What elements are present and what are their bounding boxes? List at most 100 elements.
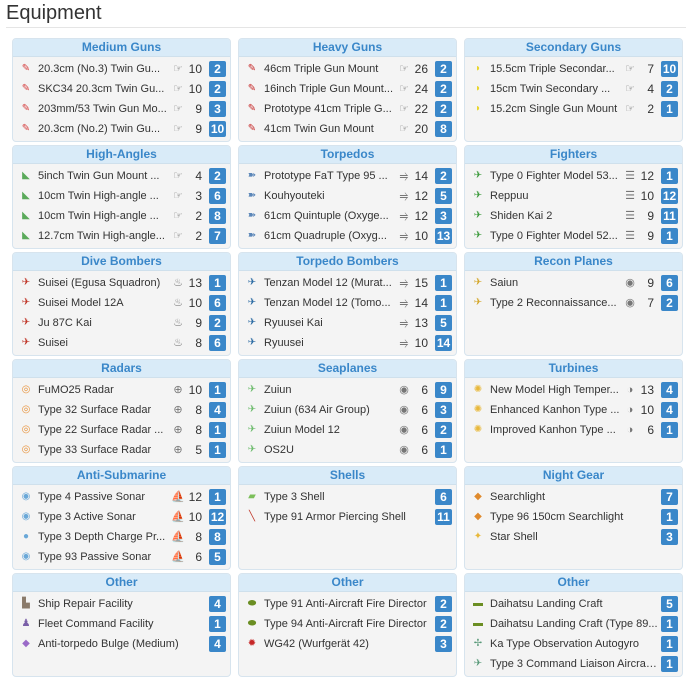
equipment-row[interactable]: ✎ SKC34 20.3cm Twin Gu... ☞ 10 2 xyxy=(13,79,230,99)
equipment-stat: 6 xyxy=(647,423,654,437)
equipment-row[interactable]: ✎ 41cm Twin Gun Mount ☞ 20 8 xyxy=(239,119,456,139)
equipment-stat: 26 xyxy=(414,62,428,76)
equipment-row[interactable]: ⬬ Type 94 Anti-Aircraft Fire Director 2 xyxy=(239,614,456,634)
firepower-icon: ☞ xyxy=(625,63,635,75)
equipment-row[interactable]: ✈ Tenzan Model 12 (Murat... ⥤ 15 1 xyxy=(239,273,456,293)
equipment-count-badge: 12 xyxy=(661,188,678,204)
equipment-row[interactable]: ✺ Improved Kanhon Type ... ◑ 6 1 xyxy=(465,420,682,440)
equipment-count-badge: 14 xyxy=(435,335,452,351)
panel-body: ▬ Daihatsu Landing Craft 5 ▬ Daihatsu Landin… xyxy=(465,592,682,674)
equipment-row[interactable]: ◗ 15cm Twin Secondary ... ☞ 4 2 xyxy=(465,79,682,99)
equipment-row[interactable]: ✈ Suisei ♨ 8 6 xyxy=(13,333,230,353)
equipment-row[interactable]: ➽ Prototype FaT Type 95 ... ⥤ 14 2 xyxy=(239,166,456,186)
equipment-row[interactable]: ▙ Ship Repair Facility 4 xyxy=(13,594,230,614)
equipment-row[interactable]: ✈ OS2U ◉ 6 1 xyxy=(239,440,456,460)
equipment-row[interactable]: ✎ 46cm Triple Gun Mount ☞ 26 2 xyxy=(239,59,456,79)
equipment-row[interactable]: ✈ Ju 87C Kai ♨ 9 2 xyxy=(13,313,230,333)
equipment-name: 15.5cm Triple Secondar... xyxy=(490,63,615,75)
equipment-row[interactable]: ✈ Suisei (Egusa Squadron) ♨ 13 1 xyxy=(13,273,230,293)
equipment-count-badge: 2 xyxy=(209,168,226,184)
equipment-row[interactable]: ◎ Type 32 Surface Radar ⊕ 8 4 xyxy=(13,400,230,420)
equipment-row[interactable]: ● Type 3 Depth Charge Pr... ⛵ 8 8 xyxy=(13,527,230,547)
equipment-row[interactable]: ➽ 61cm Quadruple (Oxyg... ⥤ 10 13 xyxy=(239,226,456,246)
equipment-row[interactable]: ◎ Type 22 Surface Radar ... ⊕ 8 1 xyxy=(13,420,230,440)
dive-bomber-icon: ✈ xyxy=(21,277,31,288)
equipment-row[interactable]: ✺ New Model High Temper... ◑ 13 4 xyxy=(465,380,682,400)
page-title: Equipment xyxy=(6,2,102,24)
equipment-count-badge: 13 xyxy=(435,228,452,244)
equipment-name: Anti-torpedo Bulge (Medium) xyxy=(38,638,179,650)
equipment-row[interactable]: ✢ Ka Type Observation Autogyro 1 xyxy=(465,634,682,654)
equipment-panel: High-Angles ◣ 5inch Twin Gun Mount ... ☞ 4 2 ◣… xyxy=(12,145,231,249)
equipment-name: Fleet Command Facility xyxy=(38,618,154,630)
equipment-name: Tenzan Model 12 (Tomo... xyxy=(264,297,391,309)
equipment-row[interactable]: ◣ 10cm Twin High-angle ... ☞ 3 6 xyxy=(13,186,230,206)
equipment-row[interactable]: ⬬ Type 91 Anti-Aircraft Fire Director 2 xyxy=(239,594,456,614)
equipment-row[interactable]: ✈ Suisei Model 12A ♨ 10 6 xyxy=(13,293,230,313)
equipment-row[interactable]: ✎ 203mm/53 Twin Gun Mo... ☞ 9 3 xyxy=(13,99,230,119)
equipment-row[interactable]: ╲ Type 91 Armor Piercing Shell 11 xyxy=(239,507,456,527)
equipment-stat: 8 xyxy=(195,336,202,350)
equipment-row[interactable]: ✈ Type 0 Fighter Model 52... ☰ 9 1 xyxy=(465,226,682,246)
equipment-row[interactable]: ✦ Star Shell 3 xyxy=(465,527,682,547)
equipment-row[interactable]: ✈ Reppuu ☰ 10 12 xyxy=(465,186,682,206)
equipment-count-badge: 4 xyxy=(209,402,226,418)
equipment-row[interactable]: ✈ Type 2 Reconnaissance... ◉ 7 2 xyxy=(465,293,682,313)
equipment-row[interactable]: ✈ Ryuusei Kai ⥤ 13 5 xyxy=(239,313,456,333)
equipment-row[interactable]: ◗ 15.5cm Triple Secondar... ☞ 7 10 xyxy=(465,59,682,79)
equipment-name: Ryuusei xyxy=(264,337,304,349)
landing-craft-icon: ▬ xyxy=(473,598,483,609)
equipment-row[interactable]: ◎ Type 33 Surface Radar ⊕ 5 1 xyxy=(13,440,230,460)
equipment-row[interactable]: ◗ 15.2cm Single Gun Mount ☞ 2 1 xyxy=(465,99,682,119)
equipment-row[interactable]: ✎ 20.3cm (No.2) Twin Gu... ☞ 9 10 xyxy=(13,119,230,139)
equipment-row[interactable]: ✈ Saiun ◉ 9 6 xyxy=(465,273,682,293)
equipment-panel: Secondary Guns ◗ 15.5cm Triple Secondar...… xyxy=(464,38,683,142)
equipment-row[interactable]: ◣ 12.7cm Twin High-angle... ☞ 2 7 xyxy=(13,226,230,246)
equipment-row[interactable]: ◉ Type 3 Active Sonar ⛵ 10 12 xyxy=(13,507,230,527)
equipment-row[interactable]: ✈ Type 3 Command Liaison Aircraf... 1 xyxy=(465,654,682,674)
equipment-name: 5inch Twin Gun Mount ... xyxy=(38,170,160,182)
equipment-stat: 10 xyxy=(414,229,428,243)
equipment-row[interactable]: ◆ Searchlight 7 xyxy=(465,487,682,507)
equipment-row[interactable]: ✹ WG42 (Wurfgerät 42) 3 xyxy=(239,634,456,654)
equipment-row[interactable]: ✈ Zuiun Model 12 ◉ 6 2 xyxy=(239,420,456,440)
equipment-row[interactable]: ♟ Fleet Command Facility 1 xyxy=(13,614,230,634)
equipment-row[interactable]: ◣ 10cm Twin High-angle ... ☞ 2 8 xyxy=(13,206,230,226)
medium-gun-icon: ✎ xyxy=(21,103,31,114)
equipment-row[interactable]: ✈ Ryuusei ⥤ 10 14 xyxy=(239,333,456,353)
equipment-row[interactable]: ➽ Kouhyouteki ⥤ 12 5 xyxy=(239,186,456,206)
equipment-count-badge: 1 xyxy=(661,656,678,672)
equipment-row[interactable]: ▬ Daihatsu Landing Craft (Type 89... 1 xyxy=(465,614,682,634)
equipment-row[interactable]: ▰ Type 3 Shell 6 xyxy=(239,487,456,507)
equipment-row[interactable]: ✎ 16inch Triple Gun Mount... ☞ 24 2 xyxy=(239,79,456,99)
equipment-row[interactable]: ➽ 61cm Quintuple (Oxyge... ⥤ 12 3 xyxy=(239,206,456,226)
equipment-row[interactable]: ◉ Type 93 Passive Sonar ⛵ 6 5 xyxy=(13,547,230,567)
equipment-row[interactable]: ✎ Prototype 41cm Triple G... ☞ 22 2 xyxy=(239,99,456,119)
equipment-row[interactable]: ✎ 20.3cm (No.3) Twin Gu... ☞ 10 2 xyxy=(13,59,230,79)
equipment-name: 41cm Twin Gun Mount xyxy=(264,123,374,135)
searchlight-icon: ◆ xyxy=(474,511,482,522)
equipment-row[interactable]: ◎ FuMO25 Radar ⊕ 10 1 xyxy=(13,380,230,400)
equipment-count-badge: 12 xyxy=(209,509,226,525)
equipment-row[interactable]: ◆ Anti-torpedo Bulge (Medium) 4 xyxy=(13,634,230,654)
equipment-count-badge: 1 xyxy=(661,636,678,652)
equipment-row[interactable]: ▬ Daihatsu Landing Craft 5 xyxy=(465,594,682,614)
equipment-row[interactable]: ✈ Tenzan Model 12 (Tomo... ⥤ 14 1 xyxy=(239,293,456,313)
equipment-row[interactable]: ✈ Zuiun (634 Air Group) ◉ 6 3 xyxy=(239,400,456,420)
equipment-row[interactable]: ◣ 5inch Twin Gun Mount ... ☞ 4 2 xyxy=(13,166,230,186)
equipment-row[interactable]: ✈ Shiden Kai 2 ☰ 9 11 xyxy=(465,206,682,226)
equipment-count-badge: 6 xyxy=(661,275,678,291)
equipment-name: Searchlight xyxy=(490,491,546,503)
equipment-row[interactable]: ✈ Type 0 Fighter Model 53... ☰ 12 1 xyxy=(465,166,682,186)
equipment-row[interactable]: ◆ Type 96 150cm Searchlight 1 xyxy=(465,507,682,527)
equipment-row[interactable]: ◉ Type 4 Passive Sonar ⛵ 12 1 xyxy=(13,487,230,507)
panel-title: Anti-Submarine xyxy=(13,467,230,485)
ap-shell-icon: ╲ xyxy=(248,511,256,522)
equipment-count-badge: 1 xyxy=(661,422,678,438)
equipment-row[interactable]: ✈ Zuiun ◉ 6 9 xyxy=(239,380,456,400)
accuracy-icon: ⊕ xyxy=(173,424,183,436)
equipment-row[interactable]: ✺ Enhanced Kanhon Type ... ◑ 10 4 xyxy=(465,400,682,420)
panel-title: Turbines xyxy=(465,360,682,378)
equipment-count-badge: 3 xyxy=(435,208,452,224)
evasion-icon: ◑ xyxy=(626,424,634,436)
